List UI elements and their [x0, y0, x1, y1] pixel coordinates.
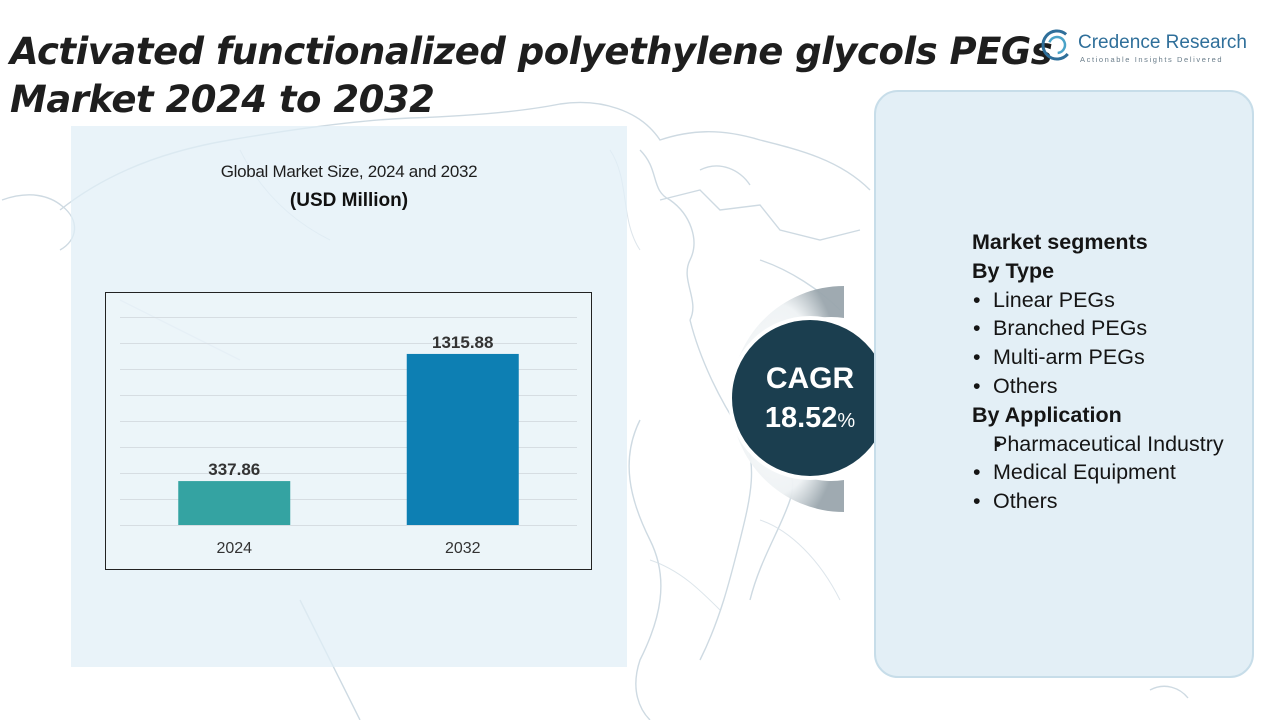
- cagr-label: CAGR: [765, 362, 855, 395]
- segment-group-type: Linear PEGs Branched PEGs Multi-arm PEGs…: [972, 286, 1242, 401]
- chart-panel: Global Market Size, 2024 and 2032 (USD M…: [71, 126, 627, 667]
- segments-list: Market segments By Type Linear PEGs Bran…: [972, 228, 1242, 516]
- cagr-badge: CAGR 18.52%: [728, 316, 892, 480]
- segments-panel: Market segments By Type Linear PEGs Bran…: [874, 90, 1254, 678]
- list-item: Others: [972, 487, 1242, 516]
- bar-chart-svg: 337.86 2024 1315.88 2032: [120, 317, 577, 557]
- segment-group-title: By Application: [972, 402, 1122, 427]
- segment-group-title: By Type: [972, 258, 1055, 283]
- page-title: Activated functionalized polyethylene gl…: [10, 30, 1053, 121]
- list-item: Linear PEGs: [972, 286, 1242, 315]
- segment-group-application: Pharmaceutical Industry Medical Equipmen…: [972, 430, 1242, 516]
- data-label-2024: 337.86: [208, 460, 260, 479]
- data-label-2032: 1315.88: [432, 333, 493, 352]
- logo-tagline: Actionable Insights Delivered: [1080, 55, 1224, 64]
- chart-unit: (USD Million): [289, 190, 409, 211]
- list-item: Pharmaceutical Industry: [972, 430, 1242, 459]
- list-item: Multi-arm PEGs: [972, 343, 1242, 372]
- x-tick-label-2032: 2032: [445, 540, 481, 557]
- list-item: Medical Equipment: [972, 458, 1242, 487]
- cagr-unit: %: [837, 410, 856, 432]
- bar-chart: 337.86 2024 1315.88 2032: [105, 292, 592, 570]
- cagr-value: 18.52%: [732, 402, 888, 435]
- company-logo: Credence Research Actionable Insights De…: [1036, 26, 1276, 70]
- chart-title: Global Market Size, 2024 and 2032: [220, 162, 478, 181]
- logo-name: Credence Research: [1078, 32, 1247, 53]
- x-tick-label-2024: 2024: [216, 540, 252, 557]
- list-item: Others: [972, 372, 1242, 401]
- bar-2032: [406, 353, 519, 525]
- credence-logo-icon: [1041, 29, 1073, 61]
- cagr-number: 18.52: [764, 402, 838, 434]
- list-item: Branched PEGs: [972, 314, 1242, 343]
- segments-heading: Market segments: [972, 230, 1148, 254]
- bar-2024: [178, 481, 291, 525]
